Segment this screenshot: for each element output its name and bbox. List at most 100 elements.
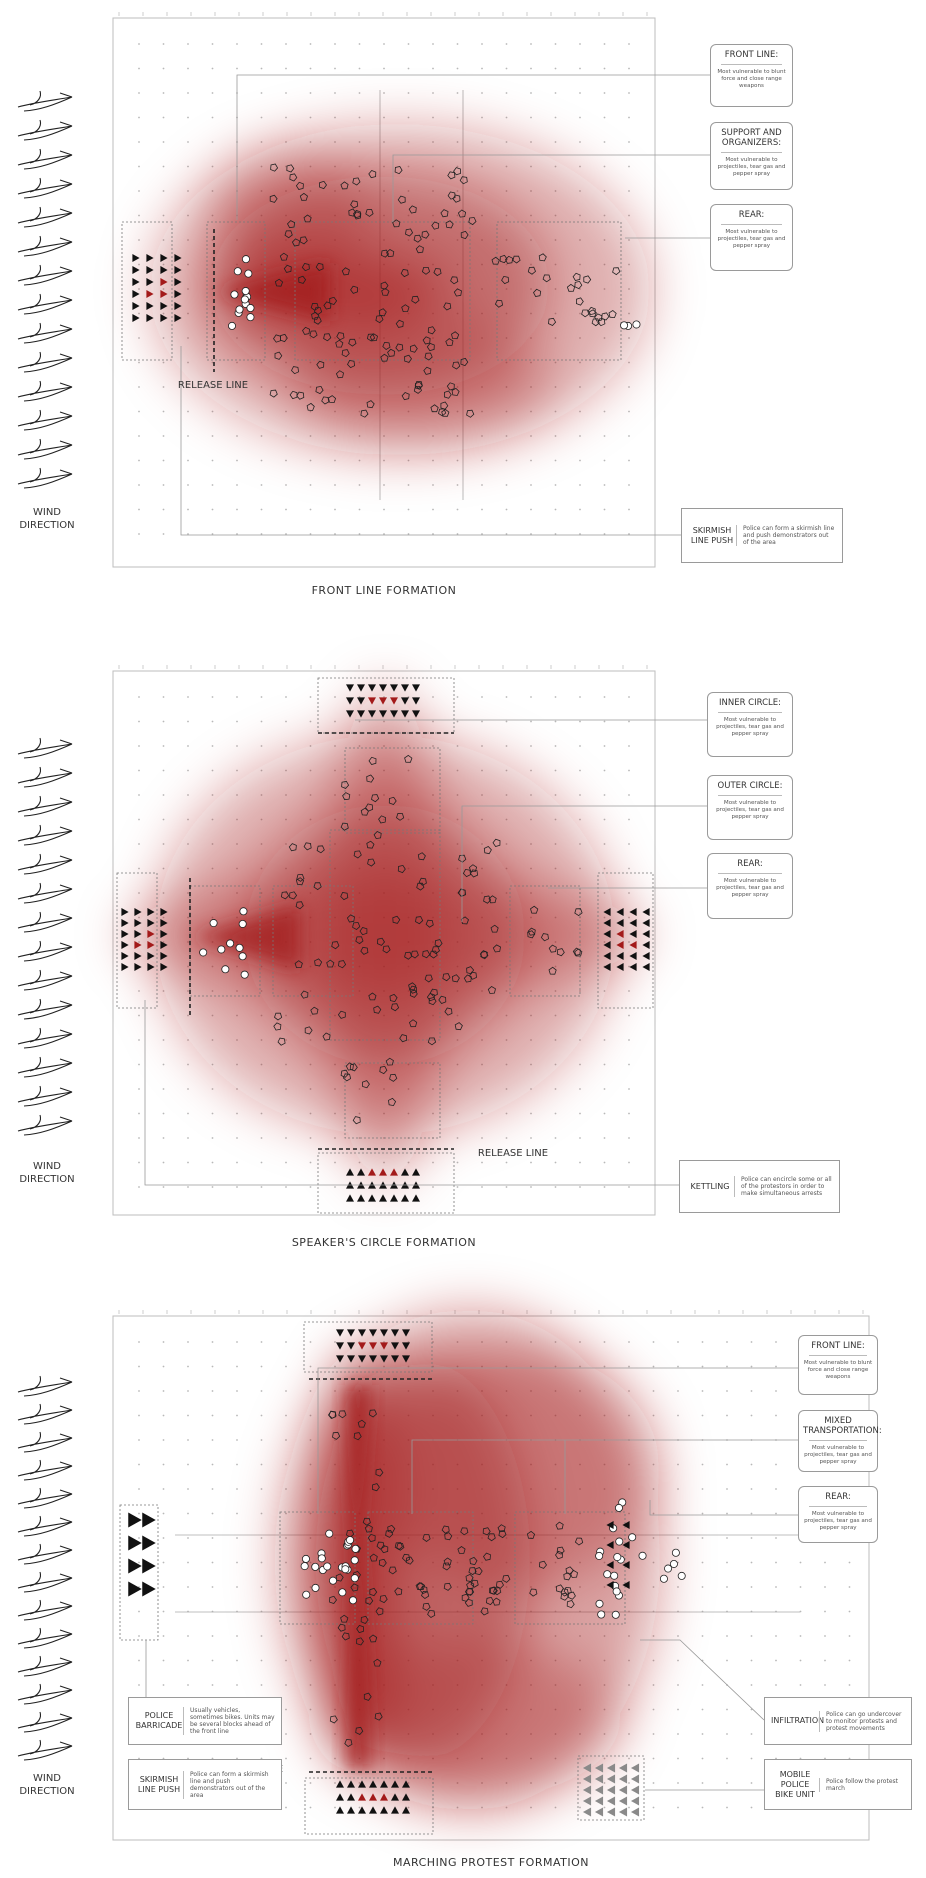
- grid-dot: [677, 1684, 679, 1686]
- protestor: [356, 1637, 364, 1646]
- protestor: [299, 236, 308, 245]
- grid-dot: [334, 720, 336, 723]
- callout-title: SUPPORT AND ORGANIZERS:: [721, 128, 782, 148]
- protestor: [548, 966, 557, 975]
- callout-text: Most vulnerable to projectiles, tear gas…: [804, 1511, 872, 1531]
- grid-dot: [211, 1439, 214, 1441]
- grid-dot: [432, 696, 434, 698]
- grid-dot: [211, 1586, 214, 1588]
- grid-dot: [236, 533, 238, 535]
- police-unit: [402, 1342, 410, 1350]
- grid-dot: [603, 386, 606, 388]
- protestor: [235, 305, 244, 314]
- police-unit: [346, 1168, 354, 1176]
- grid-dot: [579, 1112, 581, 1115]
- grid-dot: [750, 1561, 753, 1564]
- grid-dot: [750, 1341, 753, 1343]
- protestor: [375, 315, 384, 324]
- police-unit: [401, 710, 409, 718]
- grid-dot: [138, 1659, 140, 1662]
- grid-dot: [138, 1039, 140, 1041]
- protestor: [566, 1600, 575, 1609]
- police-unit: [391, 1780, 399, 1788]
- grid-dot: [285, 1684, 287, 1686]
- grid-dot: [187, 1365, 189, 1368]
- grid-dot: [726, 1757, 728, 1760]
- protestor: [404, 354, 412, 363]
- protestor: [538, 1560, 547, 1569]
- police-unit: [606, 1581, 614, 1589]
- grid-dot: [677, 1733, 679, 1735]
- protestor: [238, 919, 247, 928]
- grid-dot: [628, 1039, 630, 1041]
- grid-dot: [138, 1390, 140, 1392]
- wind-arrow: [17, 1655, 73, 1677]
- grid-dot: [285, 533, 287, 535]
- grid-dot: [726, 1586, 728, 1588]
- protestor: [368, 756, 377, 765]
- grid-dot: [824, 1586, 826, 1588]
- protestor: [466, 409, 475, 418]
- grid-dot: [750, 1757, 753, 1760]
- grid-dot: [554, 435, 557, 437]
- grid-dot: [579, 1341, 581, 1343]
- protestor: [569, 1570, 578, 1578]
- police-unit: [402, 1329, 410, 1337]
- protestor: [355, 936, 364, 945]
- police-unit: [379, 684, 387, 692]
- grid-dot: [407, 116, 410, 119]
- grid-dot: [260, 1137, 263, 1139]
- callout-title: FRONT LINE:: [724, 50, 779, 60]
- protestor: [465, 1573, 474, 1582]
- police-unit: [368, 684, 376, 692]
- grid-dot: [162, 1586, 165, 1588]
- grid-dot: [432, 92, 434, 94]
- protestor: [468, 217, 477, 226]
- grid-dot: [554, 696, 557, 698]
- protestor: [395, 343, 404, 352]
- grid-dot: [187, 794, 189, 796]
- grid-dot: [799, 1586, 802, 1588]
- protestor: [428, 997, 437, 1006]
- police-unit: [142, 1581, 156, 1597]
- police-unit: [629, 919, 637, 927]
- police-unit: [603, 963, 611, 971]
- callout: INNER CIRCLE: Most vulnerable to projecti…: [707, 692, 793, 757]
- police-unit: [379, 1168, 387, 1176]
- protestor: [355, 1726, 364, 1735]
- protestor: [338, 1588, 347, 1597]
- formation-panel: [112, 665, 707, 1216]
- grid-dot: [481, 43, 483, 45]
- protestor: [360, 1615, 369, 1624]
- callout-text: Most vulnerable to blunt force and close…: [717, 69, 786, 89]
- grid-dot: [334, 1757, 336, 1760]
- protestor: [632, 320, 641, 329]
- police-unit: [347, 1793, 355, 1801]
- grid-dot: [187, 141, 189, 143]
- grid-dot: [187, 818, 189, 821]
- grid-dot: [432, 1161, 434, 1164]
- protestor: [526, 1530, 536, 1539]
- grid-dot: [236, 1186, 238, 1188]
- protestor: [382, 945, 391, 954]
- grid-dot: [138, 190, 140, 192]
- grid-dot: [603, 1161, 606, 1164]
- grid-dot: [260, 116, 263, 119]
- protestor: [329, 1715, 338, 1724]
- protestor: [581, 309, 590, 318]
- callout-text: Most vulnerable to projectiles, tear gas…: [716, 800, 784, 820]
- police-unit: [630, 1774, 640, 1784]
- police-unit: [390, 697, 398, 705]
- grid-dot: [701, 1635, 704, 1637]
- protestor: [375, 1468, 384, 1477]
- grid-dot: [236, 67, 238, 70]
- grid-dot: [162, 410, 165, 413]
- protestor: [445, 220, 454, 229]
- protestor: [425, 919, 434, 928]
- protestor: [244, 269, 253, 278]
- grid-dot: [824, 1561, 826, 1564]
- police-unit: [412, 684, 420, 692]
- police-unit: [174, 254, 182, 262]
- grid-dot: [505, 116, 508, 119]
- grid-dot: [677, 1757, 679, 1760]
